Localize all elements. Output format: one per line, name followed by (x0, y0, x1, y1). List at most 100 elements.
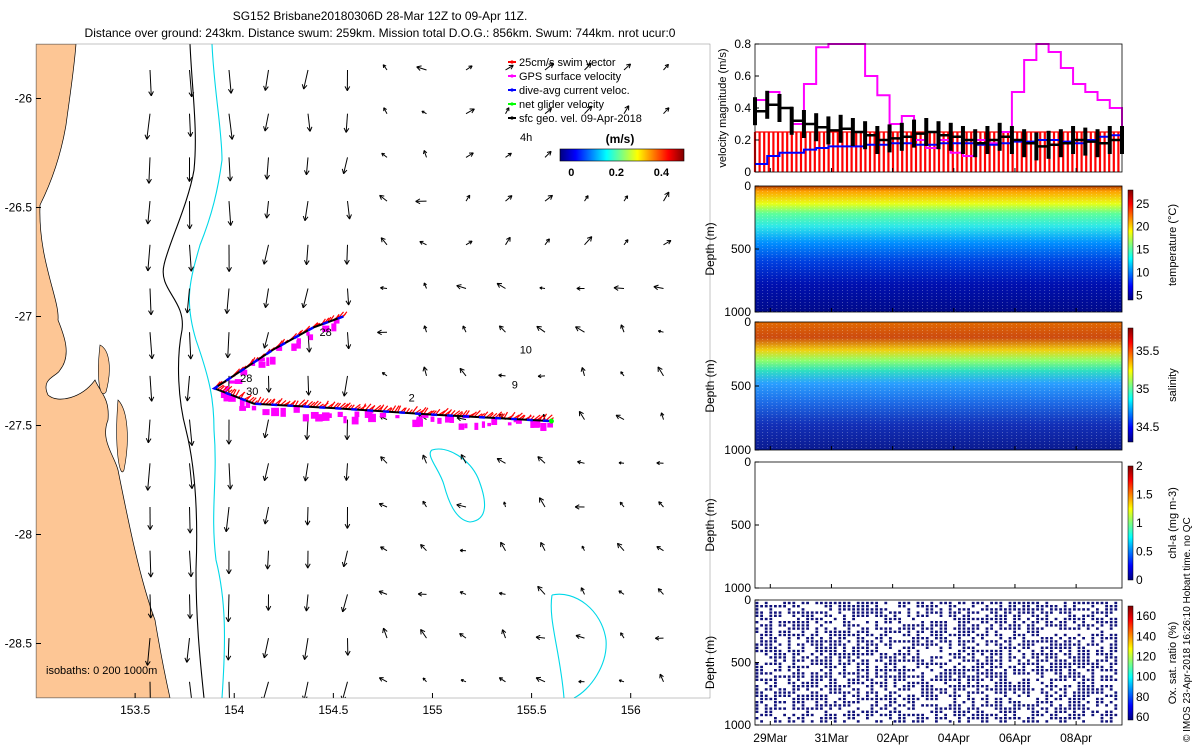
oxygen-sample (856, 707, 860, 710)
oxygen-sample (930, 659, 934, 662)
oxygen-sample (990, 611, 993, 614)
oxygen-sample (1013, 614, 1016, 617)
oxygen-sample (797, 617, 800, 621)
oxygen-sample (902, 627, 906, 630)
oxygen-sample (1045, 637, 1049, 640)
oxygen-sample (787, 665, 791, 669)
oxygen-sample (843, 601, 846, 605)
oxygen-sample (939, 662, 943, 665)
velocity-arrow (380, 237, 388, 246)
oxygen-sample (787, 637, 791, 640)
oxygen-sample (820, 669, 823, 672)
oxygen-sample (875, 720, 878, 723)
oxygen-sample (953, 713, 957, 717)
oxygen-sample (866, 717, 869, 720)
oxygen-sample (990, 669, 993, 672)
oxygen-sample (815, 694, 819, 697)
oxygen-sample (866, 614, 869, 617)
velocity-arrowhead (144, 134, 151, 140)
oxygen-sample (833, 681, 837, 685)
oxygen-sample (958, 640, 961, 643)
oxygen-sample (801, 627, 805, 630)
oxygen-sample (971, 713, 975, 717)
oxygen-sample (1096, 621, 1099, 624)
velocity-arrow (146, 638, 151, 666)
oxygen-sample (893, 691, 897, 694)
velocity-axis-label: velocity magnitude (m/s) (717, 48, 729, 167)
oxygen-sample (1004, 675, 1007, 678)
oxygen-sample (935, 697, 938, 701)
oxygen-sample (999, 649, 1003, 653)
velocity-arrow (264, 419, 269, 439)
oxygen-sample (1100, 601, 1104, 605)
velocity-arrowhead (624, 195, 629, 200)
oxygen-sample (829, 646, 832, 649)
oxygen-sample (971, 697, 975, 701)
oxygen-sample (783, 624, 786, 627)
oxygen-sample (755, 614, 759, 617)
oxygen-sample (815, 656, 819, 659)
oxygen-sample (953, 707, 957, 710)
oxygen-sample (898, 617, 901, 621)
velocity-arrowhead (378, 677, 384, 682)
oxygen-sample (875, 659, 878, 662)
oxygen-sample (990, 704, 993, 707)
oxygen-sample (787, 608, 791, 611)
oxygen-sample (838, 630, 842, 633)
oxygen-sample (852, 681, 855, 685)
oxygen-sample (994, 688, 998, 691)
oxygen-sample (1013, 710, 1016, 713)
oxygen-sample (921, 685, 924, 688)
oxygen-sample (953, 691, 957, 694)
oxygen-sample (787, 720, 791, 723)
oxygen-sample (797, 678, 800, 681)
oxygen-sample (981, 608, 984, 611)
oxygen-sample (1054, 624, 1058, 627)
oxygen-sample (1027, 601, 1030, 605)
oxygen-sample (847, 627, 851, 630)
oxygen-sample (847, 653, 851, 656)
oxygen-sample (921, 643, 924, 646)
oxygen-sample (774, 701, 777, 704)
y-tick-label: -27 (15, 310, 33, 324)
velocity-arrowhead (657, 588, 663, 593)
velocity-arrowhead (420, 544, 425, 549)
oxygen-sample (833, 633, 837, 637)
oxygen-sample (806, 688, 809, 691)
gps-velocity-mark (270, 356, 276, 365)
gps-velocity-mark (302, 414, 309, 422)
gps-velocity-mark (229, 380, 236, 384)
oxygen-sample (902, 675, 906, 678)
oxygen-sample (1091, 614, 1095, 617)
swim-vector (232, 389, 237, 396)
oxygen-sample (985, 627, 989, 630)
oxygen-sample (797, 611, 800, 614)
oxygen-sample (1100, 665, 1104, 669)
velocity-arrow (379, 503, 388, 508)
oxygen-sample (985, 640, 989, 643)
velocity-arrowhead (188, 440, 195, 446)
oxygen-sample (1013, 627, 1016, 630)
oxygen-sample (861, 601, 865, 605)
velocity-arrowhead (187, 528, 193, 534)
velocity-arrow (380, 456, 388, 464)
velocity-arrow (263, 244, 269, 265)
oxygen-sample (1091, 710, 1095, 713)
oxygen-sample (999, 678, 1003, 681)
oxygen-sample (889, 704, 892, 707)
gps-velocity-mark (430, 416, 435, 422)
oxygen-sample (925, 637, 929, 640)
velocity-arrow (657, 588, 664, 595)
oxygen-sample (898, 640, 901, 643)
velocity-arrowhead (501, 629, 507, 635)
oxygen-sample (939, 710, 943, 713)
velocity-arrowhead (460, 454, 466, 460)
oxygen-sample (939, 649, 943, 653)
oxygen-sample (866, 643, 869, 646)
oxygen-sample (875, 614, 878, 617)
oxygen-sample (935, 624, 938, 627)
velocity-arrowhead (223, 526, 230, 533)
oxygen-sample (893, 659, 897, 662)
velocity-arrowhead (340, 606, 347, 613)
